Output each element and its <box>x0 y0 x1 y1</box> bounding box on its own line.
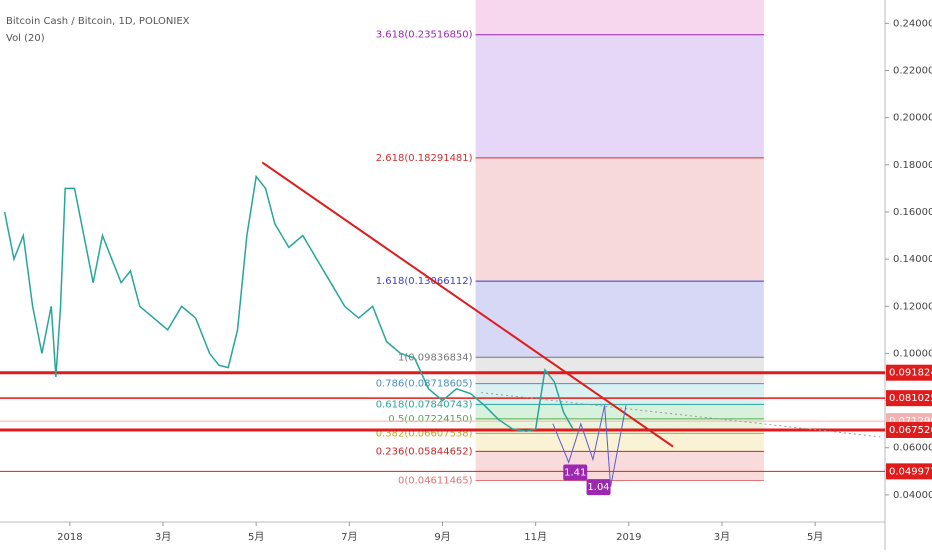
level-tag <box>886 364 932 381</box>
fib-band <box>475 433 764 452</box>
fib-label: 2.618(0.18291481) <box>376 153 473 164</box>
fib-band <box>475 451 764 481</box>
fib-label: 0.5(0.07224150) <box>388 414 472 425</box>
y-tick-label: 0.12000000 <box>893 301 932 312</box>
x-tick-label: 2019 <box>616 532 641 543</box>
x-tick-label: 3月 <box>155 531 171 543</box>
fib-band <box>475 0 764 35</box>
x-tick-label: 9月 <box>434 531 450 543</box>
ratio-label: 1.04 <box>587 482 609 493</box>
fib-label: 3.618(0.23516850) <box>376 30 473 41</box>
level-label: 0.09182431 <box>889 368 932 379</box>
fib-band <box>475 281 764 358</box>
fib-band <box>475 404 764 419</box>
y-tick-label: 0.20000000 <box>893 113 932 124</box>
level-label: 0.08102524 <box>889 393 932 404</box>
x-tick-label: 7月 <box>341 531 357 543</box>
level-label: 0.07129999 <box>889 416 932 427</box>
ratio-box <box>563 464 588 481</box>
y-tick-label: 0.16000000 <box>893 207 932 218</box>
x-tick-label: 5月 <box>248 531 264 543</box>
y-tick-label: 0.22000000 <box>893 65 932 76</box>
level-tag <box>886 390 932 407</box>
y-tick-label: 0.24000000 <box>893 18 932 29</box>
chart-title: Bitcoin Cash / Bitcoin, 1D, POLONIEX <box>6 16 190 27</box>
fib-label: 1.618(0.13066112) <box>376 276 473 287</box>
ratio-box <box>586 479 611 496</box>
level-tag <box>886 463 932 480</box>
fib-band <box>475 157 764 282</box>
x-tick-label: 3月 <box>714 531 730 543</box>
level-label: 0.06752640 <box>889 425 932 436</box>
price-line <box>3 174 574 432</box>
y-tick-label: 0.04000000 <box>893 490 932 501</box>
fib-label: 0.786(0.08718605) <box>376 379 473 390</box>
y-tick-label: 0.06000000 <box>893 443 932 454</box>
x-tick-label: 2018 <box>57 532 82 543</box>
indicator-label: Vol (20) <box>6 33 45 44</box>
level-tag <box>886 421 932 438</box>
zigzag <box>552 405 627 487</box>
projection-line <box>481 392 881 438</box>
fib-label: 0.618(0.07840743) <box>376 399 473 410</box>
fib-band <box>475 357 764 384</box>
fib-label: 1(0.09836834) <box>398 352 473 363</box>
fib-label: 0.382(0.06607538) <box>376 428 473 439</box>
trendline <box>261 161 674 448</box>
x-tick-label: 11月 <box>524 531 547 543</box>
fib-band <box>475 383 764 405</box>
ratio-label: 1.41 <box>564 467 586 478</box>
y-tick-label: 0.14000000 <box>893 254 932 265</box>
fib-label: 0(0.04611465) <box>398 475 473 486</box>
fib-label: 0.236(0.05844652) <box>376 446 473 457</box>
fib-band <box>475 34 764 158</box>
y-tick-label: 0.18000000 <box>893 160 932 171</box>
y-tick-label: 0.10000000 <box>893 348 932 359</box>
x-tick-label: 5月 <box>807 531 823 543</box>
level-label: 0.04997791 <box>889 466 932 477</box>
